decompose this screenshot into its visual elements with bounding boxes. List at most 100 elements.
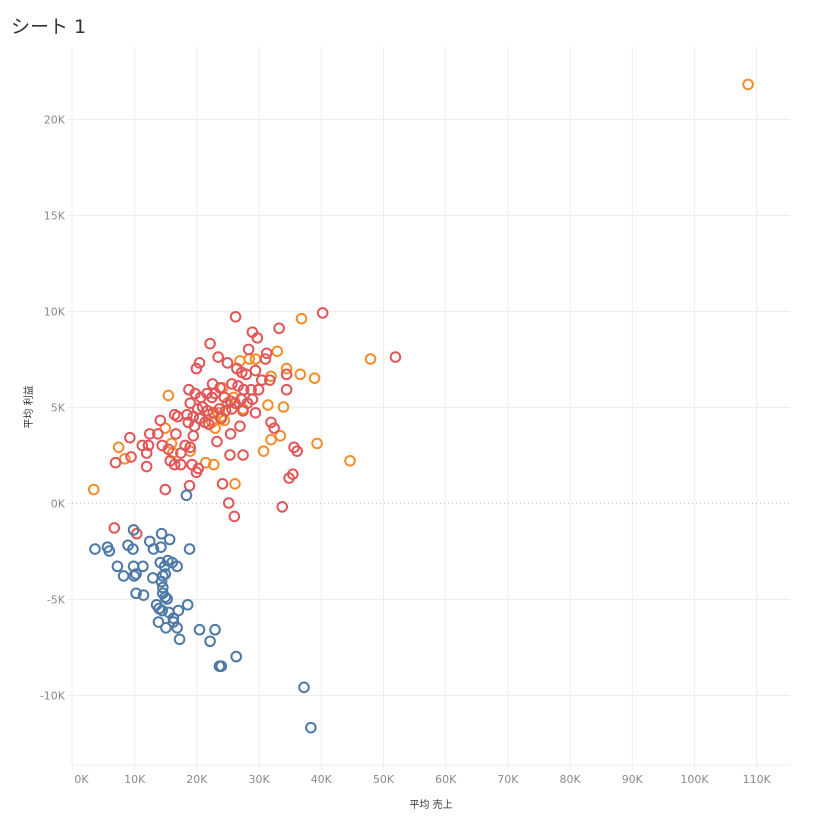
data-point[interactable] bbox=[168, 458, 181, 471]
data-point[interactable] bbox=[249, 406, 262, 419]
data-point[interactable] bbox=[184, 397, 196, 409]
data-point[interactable] bbox=[294, 368, 307, 381]
data-point[interactable] bbox=[103, 545, 116, 557]
data-point[interactable] bbox=[271, 345, 284, 358]
data-point[interactable] bbox=[108, 522, 121, 534]
data-point[interactable] bbox=[305, 721, 317, 734]
data-point[interactable] bbox=[190, 362, 203, 375]
data-point[interactable] bbox=[234, 420, 246, 433]
data-point[interactable] bbox=[187, 430, 200, 442]
data-point[interactable] bbox=[344, 454, 356, 467]
data-point[interactable] bbox=[242, 343, 255, 356]
data-point[interactable] bbox=[251, 332, 264, 344]
data-point[interactable] bbox=[260, 347, 273, 360]
data-point[interactable] bbox=[111, 560, 124, 573]
data-point[interactable] bbox=[119, 453, 131, 465]
data-point[interactable] bbox=[277, 401, 290, 413]
data-point[interactable] bbox=[274, 430, 287, 442]
data-point[interactable] bbox=[226, 378, 238, 390]
data-point[interactable] bbox=[171, 560, 183, 573]
data-point[interactable] bbox=[215, 412, 228, 425]
data-point[interactable] bbox=[295, 312, 308, 325]
data-point[interactable] bbox=[193, 623, 206, 636]
data-point[interactable] bbox=[183, 543, 196, 555]
data-point[interactable] bbox=[172, 604, 185, 617]
data-point[interactable] bbox=[259, 353, 272, 365]
data-point[interactable] bbox=[152, 616, 165, 628]
data-point[interactable] bbox=[140, 447, 153, 459]
data-point[interactable] bbox=[249, 364, 262, 377]
data-point[interactable] bbox=[171, 410, 184, 423]
data-point[interactable] bbox=[209, 623, 221, 636]
data-point[interactable] bbox=[140, 460, 153, 473]
data-point[interactable] bbox=[215, 660, 228, 673]
data-point[interactable] bbox=[389, 351, 402, 363]
data-point[interactable] bbox=[224, 428, 237, 440]
data-point[interactable] bbox=[137, 560, 149, 573]
data-point[interactable] bbox=[155, 575, 168, 588]
data-point[interactable] bbox=[263, 374, 276, 386]
data-point[interactable] bbox=[222, 497, 235, 509]
data-point[interactable] bbox=[143, 428, 156, 440]
data-point[interactable] bbox=[160, 622, 172, 634]
data-point[interactable] bbox=[316, 307, 329, 319]
data-point[interactable] bbox=[159, 591, 172, 603]
data-point[interactable] bbox=[226, 403, 238, 415]
data-point[interactable] bbox=[204, 635, 216, 648]
data-point[interactable] bbox=[128, 570, 140, 582]
data-point[interactable] bbox=[109, 456, 122, 469]
data-point[interactable] bbox=[240, 368, 252, 381]
data-point[interactable] bbox=[112, 441, 125, 454]
data-point[interactable] bbox=[137, 589, 150, 601]
data-point[interactable] bbox=[265, 433, 277, 446]
data-point[interactable] bbox=[181, 598, 194, 611]
data-point[interactable] bbox=[283, 472, 295, 484]
data-point[interactable] bbox=[155, 527, 168, 540]
data-point[interactable] bbox=[157, 570, 169, 582]
data-point[interactable] bbox=[265, 416, 277, 429]
data-point[interactable] bbox=[87, 483, 100, 496]
data-point[interactable] bbox=[221, 357, 234, 369]
data-point[interactable] bbox=[193, 357, 206, 369]
data-point[interactable] bbox=[130, 568, 142, 580]
data-point[interactable] bbox=[280, 362, 293, 375]
data-point[interactable] bbox=[364, 353, 377, 365]
data-point[interactable] bbox=[162, 389, 175, 402]
data-point[interactable] bbox=[201, 405, 214, 417]
data-point[interactable] bbox=[183, 479, 196, 492]
data-point[interactable] bbox=[742, 78, 754, 91]
data-point[interactable] bbox=[203, 418, 215, 431]
data-point[interactable] bbox=[257, 445, 270, 457]
data-point[interactable] bbox=[230, 650, 243, 663]
data-point[interactable] bbox=[280, 383, 293, 396]
data-point[interactable] bbox=[268, 422, 280, 434]
data-point[interactable] bbox=[159, 483, 172, 496]
data-point[interactable] bbox=[276, 501, 289, 513]
data-point[interactable] bbox=[216, 478, 229, 490]
data-point[interactable] bbox=[142, 439, 155, 452]
data-point[interactable] bbox=[209, 387, 221, 400]
data-point[interactable] bbox=[184, 441, 196, 454]
data-point[interactable] bbox=[288, 441, 300, 454]
data-point[interactable] bbox=[237, 405, 249, 417]
data-point[interactable] bbox=[252, 383, 265, 396]
data-point[interactable] bbox=[154, 414, 167, 427]
data-point[interactable] bbox=[311, 437, 323, 450]
data-point[interactable] bbox=[212, 351, 224, 363]
data-point[interactable] bbox=[190, 466, 203, 479]
data-point[interactable] bbox=[204, 337, 216, 350]
data-point[interactable] bbox=[124, 431, 136, 444]
data-point[interactable] bbox=[229, 478, 241, 490]
data-point[interactable] bbox=[161, 593, 173, 605]
data-point[interactable] bbox=[89, 543, 101, 555]
data-point[interactable] bbox=[117, 570, 130, 582]
data-point[interactable] bbox=[163, 533, 176, 546]
data-point[interactable] bbox=[228, 510, 241, 523]
data-point[interactable] bbox=[162, 443, 175, 456]
data-point[interactable] bbox=[155, 541, 167, 553]
data-point[interactable] bbox=[127, 543, 139, 555]
data-point[interactable] bbox=[229, 310, 242, 323]
data-point[interactable] bbox=[246, 393, 259, 406]
data-point[interactable] bbox=[156, 604, 168, 617]
data-point[interactable] bbox=[224, 449, 236, 461]
